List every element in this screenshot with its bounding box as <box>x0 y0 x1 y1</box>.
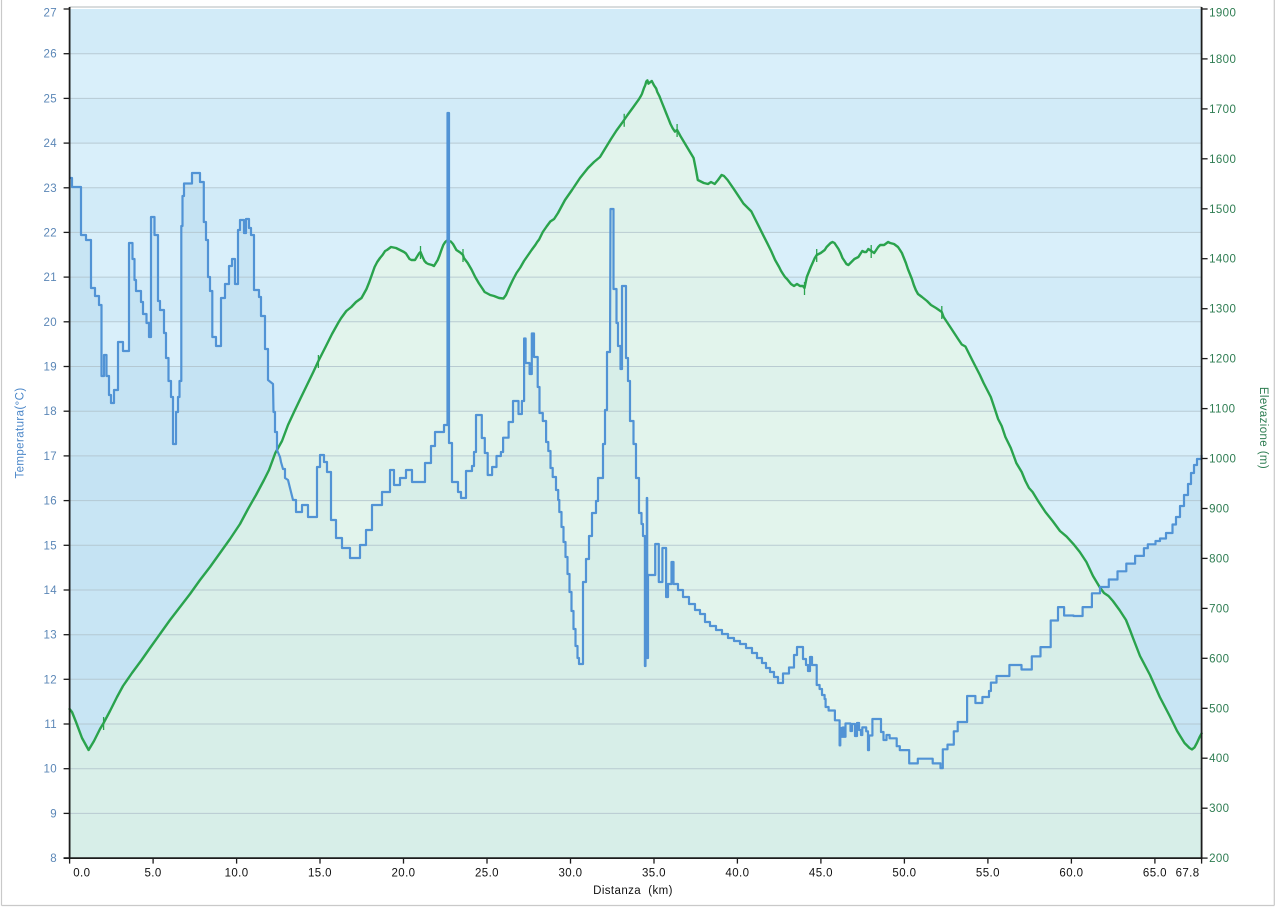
svg-text:55.0: 55.0 <box>976 868 1000 880</box>
svg-text:67.8: 67.8 <box>1176 868 1200 880</box>
svg-text:15: 15 <box>44 540 58 552</box>
svg-text:12: 12 <box>44 674 58 686</box>
svg-text:Temperatura(°C): Temperatura(°C) <box>14 387 26 478</box>
svg-text:25: 25 <box>44 93 58 105</box>
svg-text:8: 8 <box>50 853 57 865</box>
svg-text:700: 700 <box>1209 603 1229 615</box>
svg-text:18: 18 <box>44 406 58 418</box>
svg-text:50.0: 50.0 <box>892 868 916 880</box>
svg-text:35.0: 35.0 <box>642 868 666 880</box>
svg-text:24: 24 <box>44 138 58 150</box>
svg-text:5.0: 5.0 <box>145 868 162 880</box>
svg-text:20: 20 <box>44 317 58 329</box>
svg-text:0.0: 0.0 <box>73 868 90 880</box>
svg-text:1700: 1700 <box>1209 104 1236 116</box>
svg-text:1300: 1300 <box>1209 304 1236 316</box>
svg-text:Elevazione (m): Elevazione (m) <box>1257 387 1269 469</box>
svg-text:400: 400 <box>1209 753 1229 765</box>
svg-text:16: 16 <box>44 496 58 508</box>
svg-text:1600: 1600 <box>1209 154 1236 166</box>
svg-text:45.0: 45.0 <box>809 868 833 880</box>
svg-text:25.0: 25.0 <box>475 868 499 880</box>
svg-text:22: 22 <box>44 227 58 239</box>
svg-text:1200: 1200 <box>1209 354 1236 366</box>
svg-text:1900: 1900 <box>1209 8 1236 20</box>
svg-text:900: 900 <box>1209 504 1229 516</box>
svg-text:10.0: 10.0 <box>225 868 249 880</box>
svg-text:10: 10 <box>44 764 58 776</box>
svg-text:1100: 1100 <box>1209 404 1235 416</box>
svg-text:20.0: 20.0 <box>392 868 416 880</box>
svg-text:1400: 1400 <box>1209 254 1236 266</box>
svg-text:15.0: 15.0 <box>308 868 332 880</box>
svg-text:11: 11 <box>44 719 57 731</box>
svg-text:65.0: 65.0 <box>1143 868 1167 880</box>
svg-text:1500: 1500 <box>1209 204 1236 216</box>
svg-text:19: 19 <box>44 362 58 374</box>
svg-text:600: 600 <box>1209 653 1229 665</box>
svg-text:Distanza (km): Distanza (km) <box>593 885 673 897</box>
svg-text:27: 27 <box>44 7 58 19</box>
svg-text:200: 200 <box>1209 853 1229 865</box>
svg-text:60.0: 60.0 <box>1059 868 1083 880</box>
svg-text:21: 21 <box>44 272 58 284</box>
svg-text:23: 23 <box>44 183 58 195</box>
svg-text:30.0: 30.0 <box>559 868 583 880</box>
svg-text:14: 14 <box>44 585 58 597</box>
svg-text:13: 13 <box>44 630 58 642</box>
svg-text:26: 26 <box>44 49 58 61</box>
svg-text:500: 500 <box>1209 703 1229 715</box>
svg-text:9: 9 <box>50 808 57 820</box>
svg-text:800: 800 <box>1209 553 1229 565</box>
svg-text:40.0: 40.0 <box>725 868 749 880</box>
svg-text:1800: 1800 <box>1209 54 1236 66</box>
svg-text:300: 300 <box>1209 803 1229 815</box>
svg-text:1000: 1000 <box>1209 454 1236 466</box>
svg-text:17: 17 <box>44 451 58 463</box>
